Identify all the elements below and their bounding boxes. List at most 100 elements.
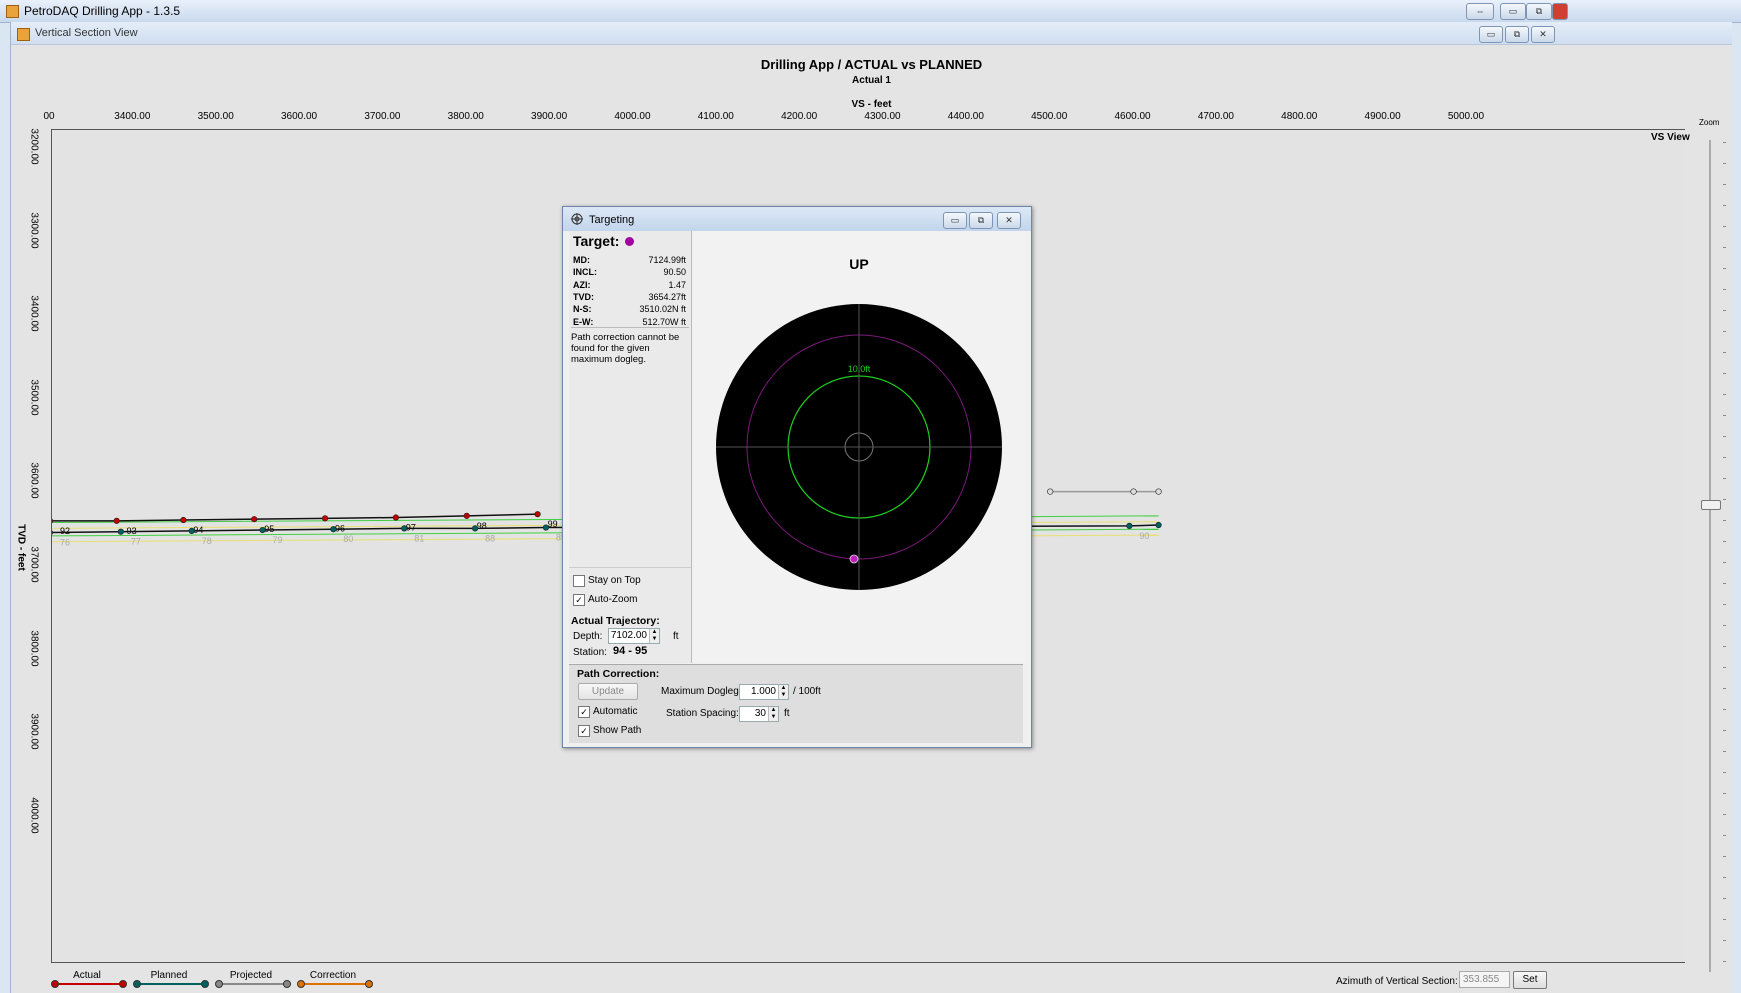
zoom-tick — [1723, 247, 1726, 248]
child-close-button[interactable]: ✕ — [1531, 26, 1555, 43]
zoom-tick — [1723, 289, 1726, 290]
target-field-row: MD: 7124.99ft — [573, 255, 686, 265]
target-field-value: 512.70W ft — [642, 316, 686, 327]
target-field-value: 3510.02N ft — [639, 304, 686, 315]
auto-zoom-checkbox[interactable]: ✓ — [573, 594, 585, 606]
target-field-value: 1.47 — [668, 279, 686, 290]
zoom-slider-thumb[interactable] — [1701, 500, 1721, 510]
station-label: 80 — [343, 534, 353, 544]
data-point-planned — [46, 529, 54, 536]
child-window-title: Vertical Section View — [35, 27, 138, 39]
targeting-minimize-button[interactable]: ▭ — [943, 212, 967, 229]
legend-label: Correction — [309, 970, 357, 981]
automatic-checkbox[interactable]: ✓ — [578, 706, 590, 718]
maximize-button[interactable]: ⧉ — [1526, 3, 1552, 20]
targeting-title: Targeting — [589, 214, 635, 226]
legend-marker — [51, 980, 59, 988]
station-label: 95 — [264, 524, 274, 534]
child-maximize-button[interactable]: ⧉ — [1505, 26, 1529, 43]
y-tick-label: 3400.00 — [28, 295, 40, 332]
data-point-actual — [392, 514, 400, 521]
spinner-arrows-icon[interactable]: ▲ ▼ — [768, 707, 778, 721]
zoom-tick — [1723, 331, 1726, 332]
chart-subtitle: Actual 1 — [852, 75, 891, 86]
zoom-tick — [1723, 415, 1726, 416]
zoom-slider-track[interactable] — [1709, 140, 1711, 972]
zoom-tick — [1723, 709, 1726, 710]
target-field-key: AZI: — [573, 279, 591, 290]
station-label: 90 — [1139, 531, 1149, 541]
data-point-planned — [401, 525, 408, 532]
station-spacing-label: Station Spacing: — [666, 708, 739, 719]
child-minimize-button[interactable]: ▭ — [1479, 26, 1503, 43]
close-button[interactable] — [1552, 3, 1568, 20]
depth-unit: ft — [673, 631, 679, 642]
targeting-close-button[interactable]: ✕ — [997, 212, 1021, 229]
x-tick-label: 3500.00 — [197, 111, 234, 122]
x-tick-label: 4500.00 — [1031, 111, 1068, 122]
zoom-tick — [1723, 310, 1726, 311]
window-icon — [17, 28, 30, 41]
data-point-planned — [471, 525, 479, 532]
zoom-tick — [1723, 646, 1726, 647]
station-label: 94 — [193, 525, 203, 535]
zoom-tick — [1723, 919, 1726, 920]
station-spacing-stepper[interactable]: 30 ▲ ▼ — [739, 706, 779, 722]
minimize-button[interactable]: ▭ — [1500, 3, 1526, 20]
targeting-titlebar[interactable]: Targeting ▭ ⧉ ✕ — [563, 207, 1031, 231]
targeting-maximize-button[interactable]: ⧉ — [969, 212, 993, 229]
legend-swatch — [299, 983, 367, 985]
target-field-key: N-S: — [573, 304, 592, 315]
divider — [569, 567, 691, 568]
target-field-value: 3654.27ft — [648, 291, 686, 302]
spinner-arrows-icon[interactable]: ▲ ▼ — [778, 685, 788, 699]
target-marker-icon — [625, 237, 634, 246]
zoom-tick — [1723, 268, 1726, 269]
zoom-tick — [1723, 205, 1726, 206]
x-tick-label: 4800.00 — [1281, 111, 1318, 122]
app-titlebar: PetroDAQ Drilling App - 1.3.5 ⇔ ▭ ⧉ — [0, 0, 1741, 23]
x-tick-label: 4200.00 — [781, 111, 818, 122]
data-point-actual — [463, 512, 470, 519]
x-tick-label: 3900.00 — [531, 111, 568, 122]
azimuth-label: Azimuth of Vertical Section: — [1336, 976, 1458, 987]
data-point-planned — [330, 526, 337, 533]
azimuth-set-button[interactable]: Set — [1513, 971, 1547, 989]
legend-marker — [297, 980, 305, 988]
zoom-tick — [1723, 352, 1726, 353]
y-tick-label: 3200.00 — [28, 128, 40, 165]
path-correction-message: Path correction cannot be found for the … — [571, 327, 689, 365]
zoom-tick — [1723, 793, 1726, 794]
restore-arrows-icon[interactable]: ⇔ — [1466, 3, 1494, 20]
zoom-tick — [1723, 184, 1726, 185]
x-tick-label: 5000.00 — [1447, 111, 1485, 122]
legend-swatch — [217, 983, 285, 985]
data-point-actual — [113, 517, 120, 524]
legend-marker — [133, 980, 141, 988]
x-tick-label: 4100.00 — [697, 111, 734, 122]
data-point-planned — [117, 528, 124, 535]
x-tick-label: 4900.00 — [1364, 111, 1401, 122]
stay-on-top-checkbox[interactable] — [573, 575, 585, 587]
azimuth-input[interactable]: 353.855 — [1459, 971, 1510, 988]
max-dogleg-stepper[interactable]: 1.000 ▲ ▼ — [739, 684, 789, 700]
x-tick-label: 3400.00 — [114, 111, 151, 122]
station-label: 99 — [548, 519, 558, 529]
target-icon — [571, 213, 583, 225]
data-point-planned — [188, 527, 195, 534]
zoom-tick — [1723, 940, 1726, 941]
station-label: 76 — [60, 538, 70, 548]
update-button[interactable]: Update — [578, 683, 638, 700]
station-label: 77 — [131, 537, 141, 547]
depth-stepper[interactable]: 7102.00 ▲ ▼ — [608, 628, 660, 644]
target-field-key: MD: — [573, 255, 590, 265]
app-icon — [6, 5, 19, 18]
spinner-arrows-icon[interactable]: ▲ ▼ — [649, 629, 659, 643]
y-tick-label: 3300.00 — [28, 212, 40, 249]
show-path-checkbox[interactable]: ✓ — [578, 725, 590, 737]
target-field-key: INCL: — [573, 267, 597, 278]
target-bullseye[interactable]: 10.0ft — [715, 303, 1003, 591]
depth-label: Depth: — [573, 631, 603, 642]
zoom-tick — [1723, 499, 1726, 500]
target-field-row: TVD: 3654.27ft — [573, 292, 686, 302]
